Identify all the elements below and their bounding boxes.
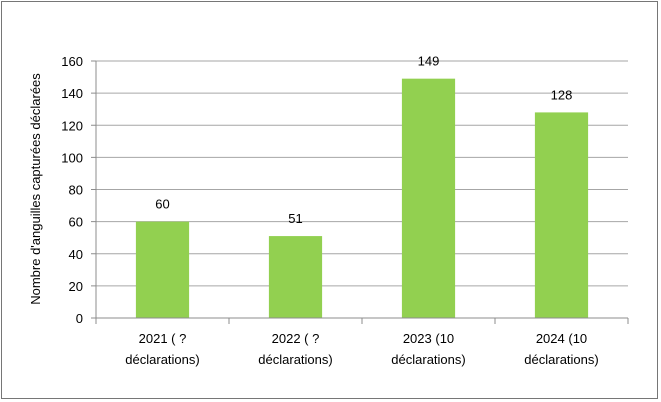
labels: 0 20 40 60 80 100 120 140 160 60 2021 ( ? déclarati… bbox=[61, 54, 598, 367]
x-tick-label: déclarations) bbox=[258, 352, 332, 367]
y-tick-label: 40 bbox=[69, 247, 83, 262]
bar-2 bbox=[268, 236, 323, 318]
data-label: 128 bbox=[551, 87, 573, 102]
x-tick-label: déclarations) bbox=[524, 352, 598, 367]
data-label: 51 bbox=[288, 211, 302, 226]
y-tick-label: 20 bbox=[69, 279, 83, 294]
y-tick-label: 60 bbox=[69, 215, 83, 230]
x-tick-label: 2022 ( ? bbox=[272, 331, 320, 346]
x-tick-label: déclarations) bbox=[391, 352, 465, 367]
x-tick-label: 2023 (10 bbox=[403, 331, 454, 346]
y-tick-label: 140 bbox=[61, 86, 83, 101]
bars bbox=[135, 78, 589, 319]
y-tick-label: 80 bbox=[69, 183, 83, 198]
y-tick-label: 0 bbox=[76, 311, 83, 326]
y-tick-label: 100 bbox=[61, 150, 83, 165]
axes bbox=[91, 60, 629, 324]
y-tick-label: 120 bbox=[61, 118, 83, 133]
y-tick-label: 160 bbox=[61, 54, 83, 69]
x-tick-label: déclarations) bbox=[125, 352, 199, 367]
bar-4 bbox=[534, 112, 589, 319]
data-label: 60 bbox=[155, 197, 169, 212]
bar-3 bbox=[401, 78, 456, 318]
x-tick-label: 2024 (10 bbox=[536, 331, 587, 346]
bar-1 bbox=[135, 221, 190, 318]
data-label: 149 bbox=[418, 54, 440, 69]
y-axis-title: Nombre d'anguilles capturées déclarées bbox=[28, 73, 43, 305]
x-tick-label: 2021 ( ? bbox=[139, 331, 187, 346]
